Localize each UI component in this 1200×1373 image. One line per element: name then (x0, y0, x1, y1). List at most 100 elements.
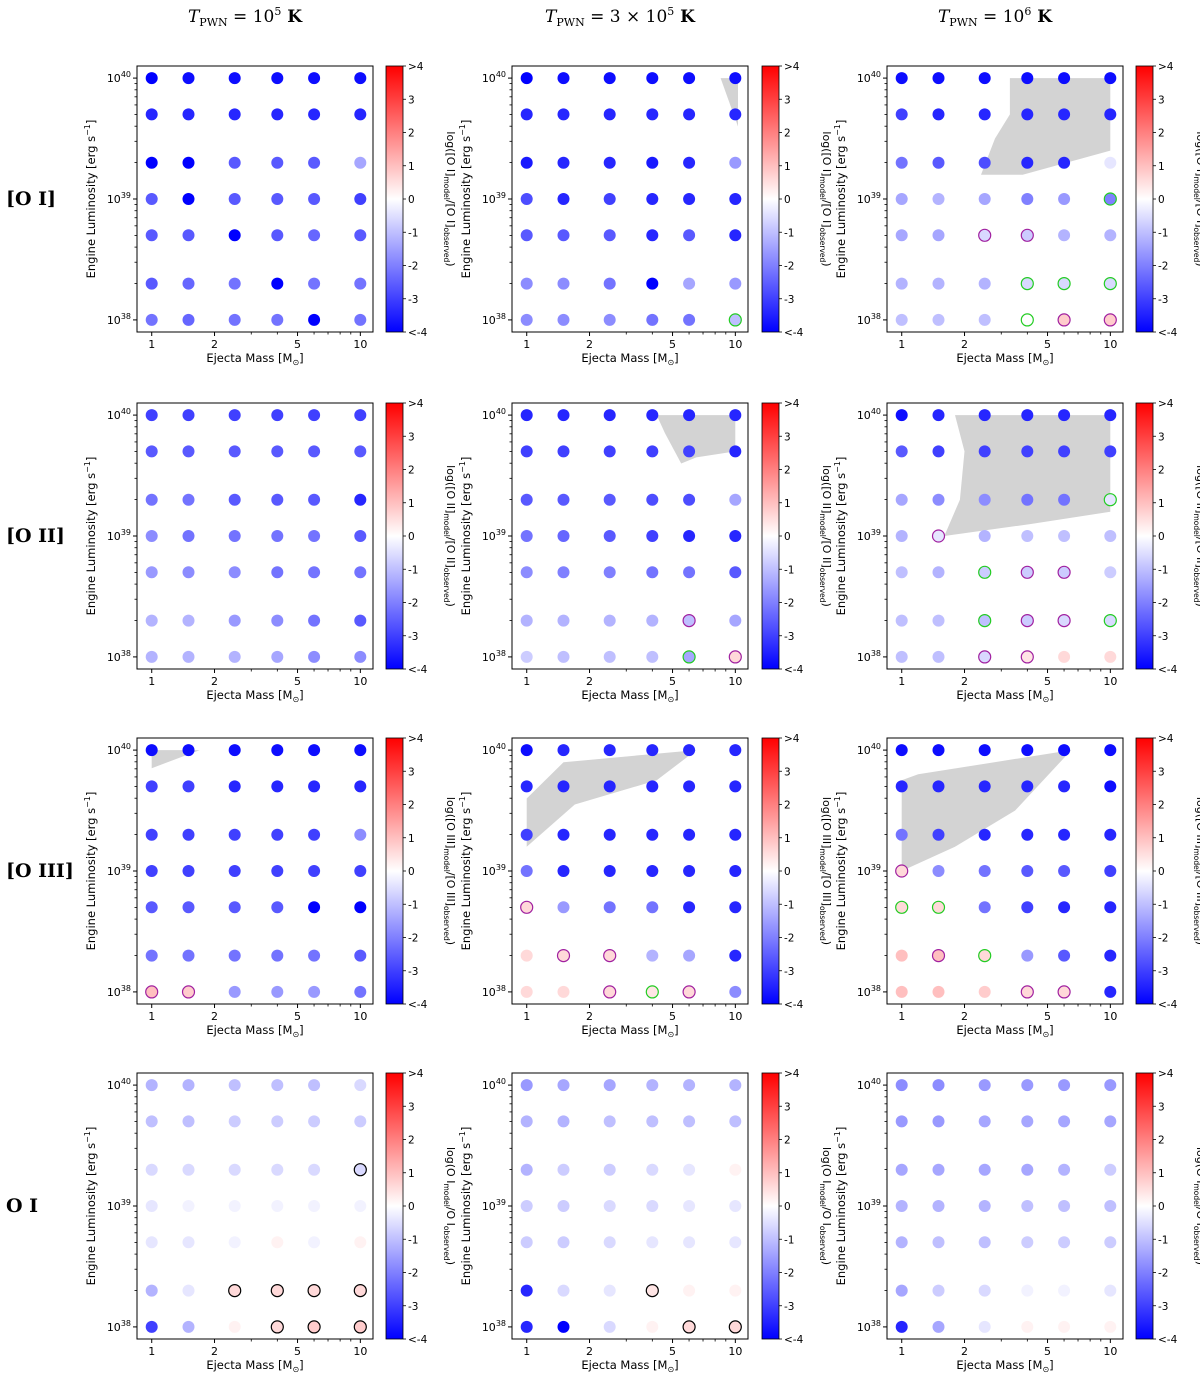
data-point (603, 277, 616, 290)
data-point (729, 566, 742, 579)
data-point (557, 1079, 570, 1092)
data-point (895, 828, 908, 841)
data-point (1104, 193, 1117, 205)
colorbar-tick-label: 0 (784, 1201, 791, 1213)
data-point (932, 313, 945, 326)
data-point (978, 865, 991, 877)
data-point (932, 1163, 945, 1176)
colorbar-tick-label: 1 (1158, 833, 1165, 845)
colorbar-tick-label: -3 (408, 294, 418, 306)
highlight-ring (270, 1283, 284, 1298)
data-point (1058, 650, 1071, 663)
data-point (145, 409, 158, 422)
data-point (1058, 614, 1071, 627)
data-point (729, 493, 742, 506)
highlight-ring (682, 985, 696, 999)
shaded-region (944, 415, 1111, 536)
data-point (1021, 409, 1034, 422)
data-point (228, 1163, 241, 1176)
colorbar-tick-label: 1 (784, 498, 791, 510)
data-point (1104, 409, 1117, 422)
data-point (308, 949, 321, 962)
colorbar-tick-label: <-4 (408, 664, 428, 676)
data-point (895, 1079, 908, 1092)
colorbar-tick-label: -3 (1158, 294, 1168, 306)
data-point (1021, 156, 1034, 169)
data-point (271, 985, 284, 998)
data-point (228, 277, 241, 290)
x-tick-label: 1 (523, 1010, 530, 1023)
colorbar-tick-label: <-4 (784, 664, 804, 676)
data-point (1104, 744, 1117, 757)
data-point (354, 277, 367, 290)
data-point (354, 1115, 367, 1128)
y-tick-label: 1039 (857, 528, 881, 543)
data-point (978, 744, 991, 757)
x-tick-label: 2 (586, 1010, 593, 1023)
plot-frame (511, 1072, 749, 1340)
data-point (895, 744, 908, 757)
y-tick-label: 1038 (107, 1319, 131, 1334)
data-point (729, 409, 742, 422)
data-point (354, 1320, 367, 1333)
data-point (557, 156, 570, 169)
colorbar-label: log([O I]model/[O I]observed) (1192, 131, 1200, 266)
data-point (729, 530, 742, 542)
data-point (271, 1163, 284, 1176)
data-point (978, 780, 991, 793)
colorbar-tick-label: 0 (784, 866, 791, 878)
colorbar-tick-label: 0 (784, 531, 791, 543)
data-point (978, 614, 991, 627)
data-point (683, 1236, 696, 1249)
x-tick-label: 5 (669, 1010, 676, 1023)
highlight-ring (307, 1283, 321, 1298)
data-point (646, 1200, 659, 1212)
colorbar-tick-label: 1 (408, 498, 415, 510)
highlight-ring (307, 1320, 321, 1334)
colorbar-tick-label: -3 (1158, 966, 1168, 978)
data-point (729, 650, 742, 663)
x-tick-label: 10 (728, 1345, 742, 1358)
data-point (145, 229, 158, 242)
data-point (354, 493, 367, 506)
data-point (729, 949, 742, 962)
data-point (603, 744, 616, 757)
data-point (557, 1115, 570, 1128)
data-point (1058, 229, 1071, 242)
data-point (354, 530, 367, 542)
data-point (603, 614, 616, 627)
data-point (520, 277, 533, 290)
data-point (520, 1079, 533, 1092)
highlight-ring (145, 985, 159, 999)
data-point (520, 193, 533, 205)
colorbar-tick-label: 3 (1158, 431, 1165, 443)
colorbar-tick-label: >4 (408, 61, 424, 73)
data-point (271, 828, 284, 841)
data-point (932, 901, 945, 914)
data-point (729, 445, 742, 458)
data-point (646, 650, 659, 663)
colorbar-tick-label: 0 (784, 194, 791, 206)
data-point (182, 277, 195, 290)
y-axis-label: Engine Luminosity [erg s−1] (458, 120, 473, 279)
plot-frame (136, 65, 374, 333)
data-point (354, 650, 367, 663)
y-tick-label: 1040 (107, 407, 131, 422)
colorbar-tick-label: -3 (784, 631, 794, 643)
data-point (271, 156, 284, 169)
data-point (182, 193, 195, 205)
data-point (145, 1115, 158, 1128)
data-point (182, 828, 195, 841)
data-point (1058, 277, 1071, 290)
data-point (932, 865, 945, 877)
data-point (1021, 1200, 1034, 1212)
data-point (1104, 156, 1117, 169)
data-point (228, 865, 241, 877)
x-tick-label: 10 (1103, 1345, 1117, 1358)
colorbar-tick-label: 1 (408, 1168, 415, 1180)
data-point (932, 72, 945, 85)
data-point (729, 744, 742, 757)
